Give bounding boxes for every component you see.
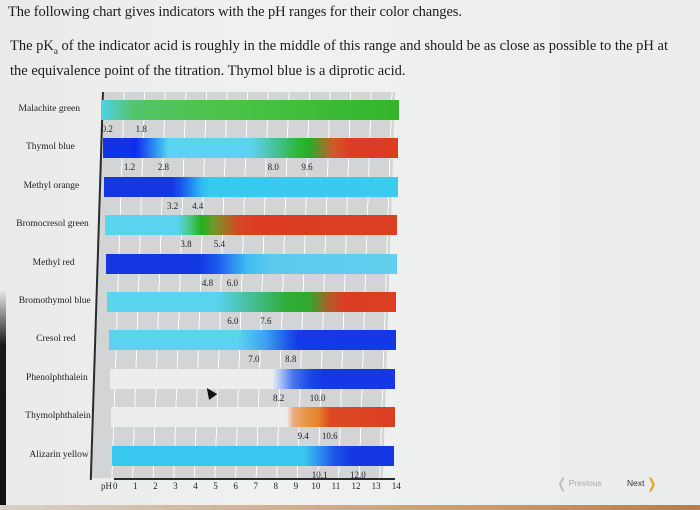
range-value-label: 10.6 [321,431,338,442]
indicator-name: Phenolphthalein [26,372,88,383]
indicator-row: Bromothymol blue 6.0 7.6 [0,292,420,333]
range-value-label: 7.6 [260,316,272,326]
range-value-label: 9.4 [297,431,309,442]
range-value-label: 8.8 [285,354,297,365]
x-tick-label: 11 [331,481,341,491]
previous-button[interactable]: ❮ Previous [556,475,602,491]
indicator-name: Methyl orange [23,180,80,191]
indicator-row: Thymolphthalein 9.4 10.6 [0,407,420,448]
x-tick-label: 14 [391,481,401,491]
indicator-row: Phenolphthalein 8.2 10.0 [0,368,420,410]
x-tick-label: 1 [133,481,138,491]
range-value-label: 3.8 [180,239,192,250]
x-tick-label: 7 [253,481,258,491]
range-value-label: 3.2 [166,200,179,211]
pka-suffix: of the indicator acid is roughly in the … [10,38,668,79]
x-tick-label: 9 [293,481,299,491]
indicator-name: Alizarin yellow [29,449,89,460]
x-tick-label: 6 [233,481,238,491]
indicator-row: Malachite green 0.2 1.8 [0,100,420,141]
chevron-right-icon: ❯ [647,475,658,491]
x-axis-ticks: pH 0 1 2 3 4 5 6 7 8 9 10 11 12 13 14 [0,481,420,495]
x-tick-label: 0 [112,481,118,491]
range-value-label: 10.1 [311,469,328,480]
color-range-bar [109,368,396,389]
indicator-name: Cresol red [36,334,76,345]
range-value-label: 4.4 [192,200,204,211]
intro-text: The following chart gives indicators wit… [8,4,462,20]
range-value-label: 4.8 [201,277,214,288]
indicator-name: Thymol blue [25,142,75,153]
color-range-bar [108,330,396,351]
indicator-ph-range-chart: Malachite green 0.2 1.8 Thymol blue 1.2 2.8 8.… [0,92,420,502]
next-button[interactable]: Next ❯ [627,475,658,491]
bottom-border [0,505,700,510]
color-range-bar [103,176,398,197]
indicator-name: Bromothymol blue [18,296,91,306]
indicator-row: Cresol red 7.0 8.8 [0,330,420,371]
color-range-bar [106,253,397,274]
color-range-bar [102,138,399,159]
range-value-label: 5.4 [213,239,225,250]
range-value-label: 6.0 [226,277,238,288]
indicator-name: Thymolphthalein [25,411,91,422]
chevron-left-icon: ❮ [557,475,567,491]
x-tick-label: 8 [273,481,279,491]
x-tick-label: 13 [371,481,381,491]
next-label: Next [627,478,645,488]
color-range-bar [104,215,398,236]
range-value-label: 6.0 [227,316,239,326]
color-range-bar [111,407,395,428]
range-value-label: 1.2 [123,162,136,173]
indicator-name: Malachite green [18,104,80,114]
x-tick-label: 4 [193,481,198,491]
color-range-bar [112,445,395,466]
range-value-label: 8.0 [267,162,279,173]
range-value-label: 10.0 [309,392,326,403]
range-value-label: 0.2 [101,124,113,134]
color-range-bar [107,292,397,312]
range-value-label: 2.8 [157,162,169,173]
x-tick-label: 3 [173,481,178,491]
previous-label: Previous [568,478,602,488]
range-value-label: 9.6 [301,162,313,173]
x-axis-line [114,478,395,480]
x-tick-label: 2 [153,481,158,491]
pka-prefix: The pK [10,38,54,54]
range-value-label: 8.2 [273,392,285,403]
indicator-row: Alizarin yellow 10.1 12.0 [0,445,420,487]
indicator-row: Methyl red 4.8 6.0 [0,253,420,295]
pka-explanation: The pKa of the indicator acid is roughly… [10,36,670,81]
x-tick-label: 5 [213,481,218,491]
indicator-name: Methyl red [32,257,75,268]
range-value-label: 7.0 [248,354,260,365]
range-value-label: 12.0 [350,469,366,480]
indicator-name: Bromocresol green [16,219,89,230]
indicator-row: Methyl orange 3.2 4.4 [0,176,420,218]
x-axis-label: pH [101,481,112,491]
indicator-row: Bromocresol green 3.8 5.4 [0,215,420,256]
indicator-row: Thymol blue 1.2 2.8 8.0 9.6 [0,138,420,179]
color-range-bar [101,100,399,120]
x-tick-label: 10 [311,481,321,491]
screen-bezel-edge [0,290,6,510]
range-value-label: 1.8 [135,124,147,134]
pka-subscript: a [53,45,58,56]
x-tick-label: 12 [351,481,361,491]
